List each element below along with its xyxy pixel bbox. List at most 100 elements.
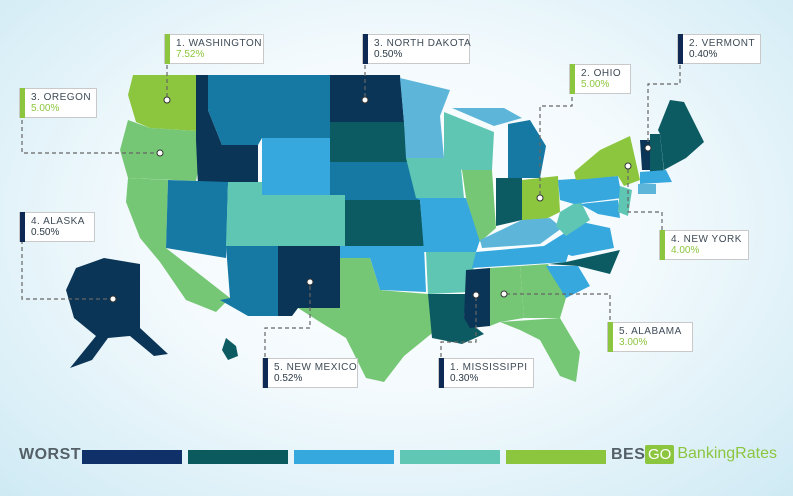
callout-accent-bar xyxy=(165,34,170,64)
callout-oregon: 3. OREGON 5.00% xyxy=(19,88,97,118)
state-kentucky[interactable] xyxy=(480,218,562,248)
leader-oregon xyxy=(21,120,160,154)
state-montana[interactable] xyxy=(208,75,330,145)
state-colorado[interactable] xyxy=(280,195,345,246)
state-texas[interactable] xyxy=(298,258,436,382)
marker-new-mexico[interactable] xyxy=(306,278,314,286)
state-iowa[interactable] xyxy=(406,158,464,198)
callout-washington: 1. WASHINGTON 7.52% xyxy=(164,34,264,64)
state-alaska[interactable] xyxy=(66,258,168,368)
marker-ohio[interactable] xyxy=(536,194,544,202)
state-wisconsin[interactable] xyxy=(444,112,494,170)
callout-label: 1. WASHINGTON xyxy=(176,38,262,49)
callout-new-mexico: 5. NEW MEXICO 0.52% xyxy=(262,358,358,388)
state-north-carolina[interactable] xyxy=(548,250,620,274)
callout-value: 5.00% xyxy=(31,103,60,114)
legend-swatch-2 xyxy=(188,450,288,464)
marker-washington[interactable] xyxy=(163,96,171,104)
state-hawaii[interactable] xyxy=(222,338,238,360)
state-virginia[interactable] xyxy=(544,222,614,256)
state-florida[interactable] xyxy=(500,318,580,382)
marker-alaska[interactable] xyxy=(109,295,117,303)
state-illinois[interactable] xyxy=(462,170,496,242)
callout-label: 3. OREGON xyxy=(31,92,92,103)
state-alabama[interactable] xyxy=(490,266,524,326)
state-michigan-upper[interactable] xyxy=(452,108,522,126)
state-nevada[interactable] xyxy=(166,180,228,258)
state-maryland[interactable] xyxy=(580,200,620,218)
state-south-dakota[interactable] xyxy=(330,122,408,162)
callout-vermont: 2. VERMONT 0.40% xyxy=(677,34,761,64)
callout-mississippi: 1. MISSISSIPPI 0.30% xyxy=(438,358,534,388)
state-vermont[interactable] xyxy=(640,140,650,170)
state-maine[interactable] xyxy=(658,100,704,170)
state-kansas[interactable] xyxy=(345,200,424,246)
state-oklahoma[interactable] xyxy=(340,246,426,292)
marker-mississippi[interactable] xyxy=(472,291,480,299)
leader-alaska xyxy=(21,240,113,300)
callout-label: 1. MISSISSIPPI xyxy=(450,362,528,373)
state-michigan[interactable] xyxy=(508,120,546,178)
callout-accent-bar xyxy=(263,358,268,388)
state-louisiana[interactable] xyxy=(428,294,484,344)
marker-oregon[interactable] xyxy=(156,149,164,157)
callout-accent-bar xyxy=(570,64,575,94)
leader-alabama xyxy=(504,293,611,320)
callout-accent-bar xyxy=(660,230,665,260)
legend-swatch-1 xyxy=(82,450,182,464)
callout-value: 7.52% xyxy=(176,49,205,60)
state-missouri[interactable] xyxy=(416,198,480,252)
callout-value: 0.52% xyxy=(274,373,303,384)
state-minnesota[interactable] xyxy=(400,78,450,158)
state-tennessee[interactable] xyxy=(472,242,572,268)
callout-value: 0.40% xyxy=(689,49,718,60)
callout-value: 5.00% xyxy=(581,79,610,90)
state-west-virginia[interactable] xyxy=(556,200,590,236)
state-nebraska[interactable] xyxy=(330,162,420,200)
legend-swatch-3 xyxy=(294,450,394,464)
state-california[interactable] xyxy=(126,178,230,312)
callout-accent-bar xyxy=(20,88,25,118)
callout-new-york: 4. NEW YORK 4.00% xyxy=(659,230,749,260)
callout-north-dakota: 3. NORTH DAKOTA 0.50% xyxy=(362,34,472,64)
state-pennsylvania[interactable] xyxy=(558,176,622,204)
callout-label: 3. NORTH DAKOTA xyxy=(374,38,472,49)
callout-value: 0.50% xyxy=(374,49,403,60)
legend-swatch-5 xyxy=(506,450,606,464)
state-massachusetts[interactable] xyxy=(640,170,672,184)
state-wyoming[interactable] xyxy=(262,138,330,195)
marker-north-dakota[interactable] xyxy=(361,96,369,104)
state-arizona[interactable] xyxy=(220,246,278,316)
leader-vermont xyxy=(647,58,681,148)
legend-swatch-4 xyxy=(400,450,500,464)
state-new-hampshire[interactable] xyxy=(650,134,664,172)
marker-vermont[interactable] xyxy=(644,144,652,152)
leader-mississippi xyxy=(440,295,477,357)
callout-accent-bar xyxy=(678,34,683,64)
state-new-york[interactable] xyxy=(574,136,640,186)
callout-value: 0.50% xyxy=(31,227,60,238)
marker-new-york[interactable] xyxy=(624,162,632,170)
callout-label: 5. ALABAMA xyxy=(619,326,682,337)
state-arkansas[interactable] xyxy=(426,252,476,294)
callout-ohio: 2. OHIO 5.00% xyxy=(569,64,631,94)
leader-new-york xyxy=(627,166,663,230)
callout-value: 3.00% xyxy=(619,337,648,348)
leader-new-mexico xyxy=(264,282,311,357)
marker-alabama[interactable] xyxy=(500,290,508,298)
callout-value: 4.00% xyxy=(671,245,700,256)
brand-logo-name: BankingRates xyxy=(677,445,777,462)
legend-best-label: BEST xyxy=(611,446,656,463)
state-connecticut[interactable] xyxy=(638,184,656,194)
callout-label: 2. VERMONT xyxy=(689,38,756,49)
state-indiana[interactable] xyxy=(496,178,522,226)
brand-logo-prefix: GO xyxy=(645,444,675,464)
state-idaho[interactable] xyxy=(196,75,258,186)
callout-label: 5. NEW MEXICO xyxy=(274,362,358,373)
state-south-carolina[interactable] xyxy=(546,266,590,298)
state-utah[interactable] xyxy=(226,182,280,246)
leader-ohio xyxy=(539,90,573,198)
callout-accent-bar xyxy=(20,212,25,242)
state-washington[interactable] xyxy=(128,75,196,131)
brand-logo[interactable]: GO BankingRates xyxy=(645,443,777,465)
